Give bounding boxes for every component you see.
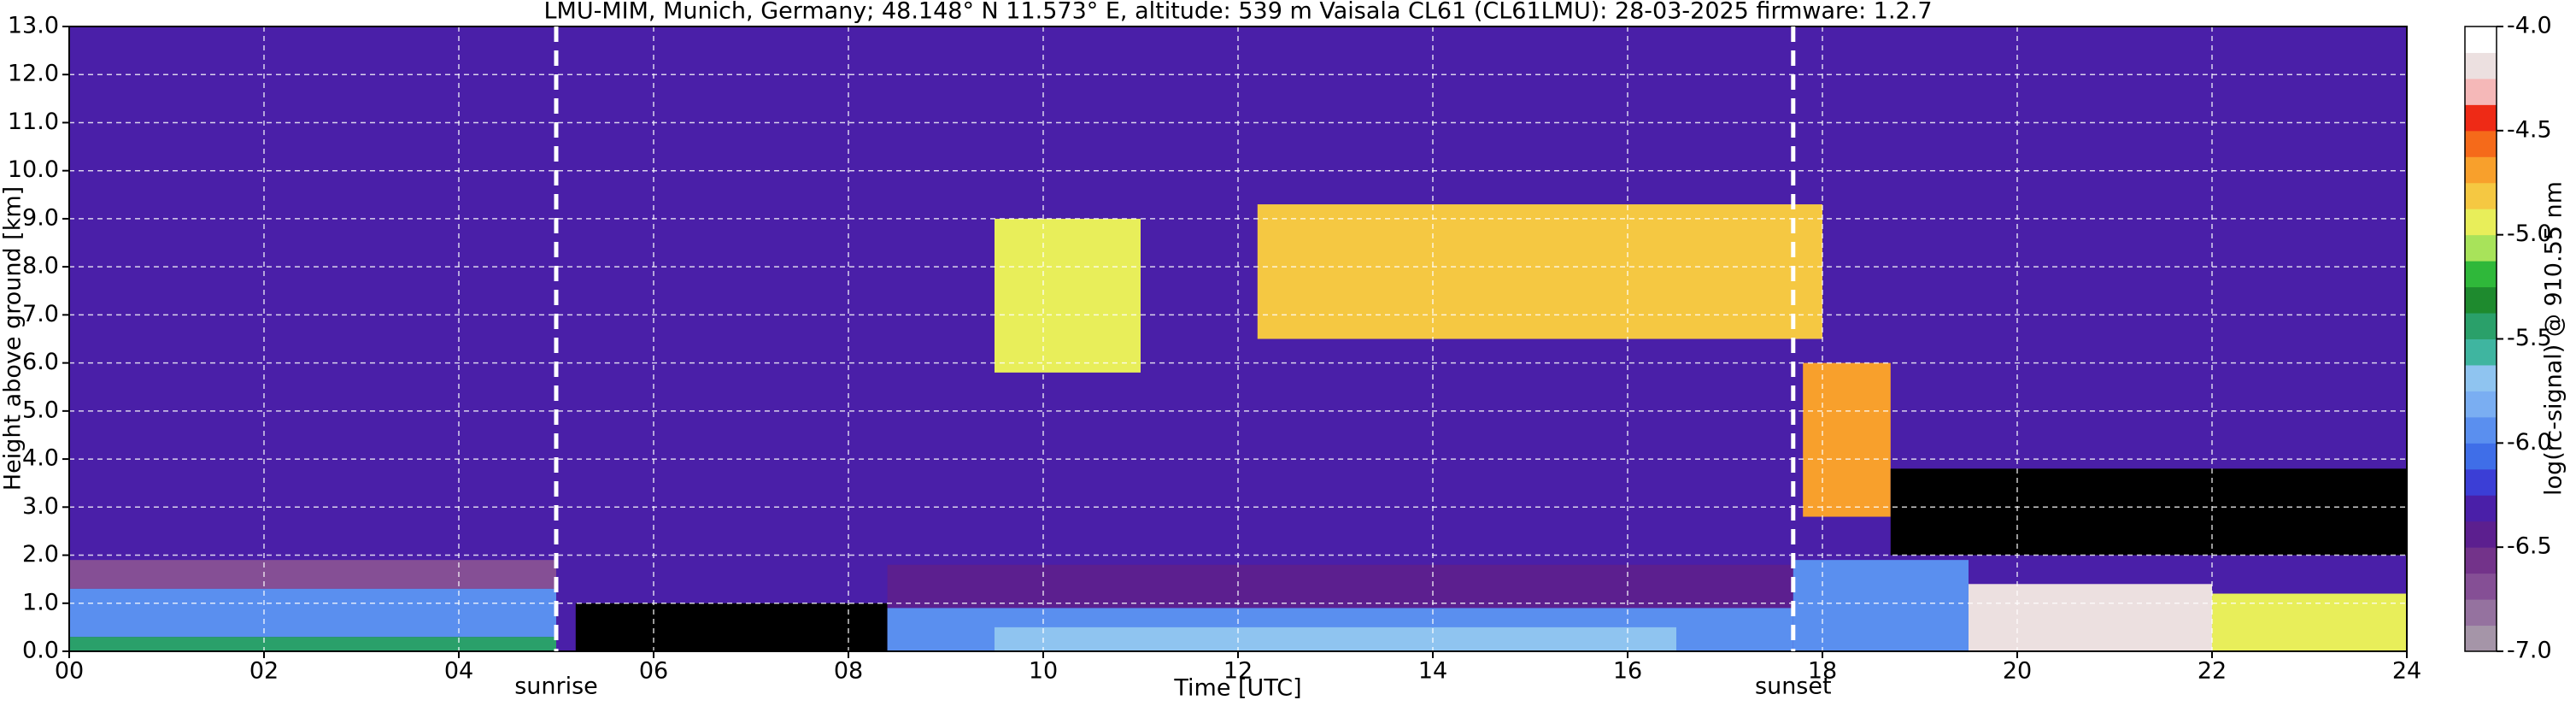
colorbar-segment xyxy=(2465,234,2497,262)
y-tick-label: 10.0 xyxy=(8,156,59,183)
colorbar-tick-label: -7.0 xyxy=(2507,638,2552,664)
signal-region xyxy=(1257,204,1822,339)
signal-region xyxy=(69,560,556,589)
colorbar-segment xyxy=(2465,104,2497,132)
x-tick-label: 20 xyxy=(2003,658,2032,685)
y-tick-label: 0.0 xyxy=(22,638,59,664)
colorbar-segment xyxy=(2465,156,2497,184)
y-tick-label: 2.0 xyxy=(22,541,59,568)
annotation-label: sunset xyxy=(1755,674,1832,700)
colorbar-segment xyxy=(2465,547,2497,574)
signal-region xyxy=(1793,560,1969,651)
colorbar-segment xyxy=(2465,130,2497,157)
colorbar-segment xyxy=(2465,313,2497,339)
signal-region xyxy=(575,603,888,651)
y-tick-label: 6.0 xyxy=(22,349,59,375)
annotation-label: sunrise xyxy=(514,674,598,700)
signal-region xyxy=(995,218,1141,373)
signal-region xyxy=(1969,584,2212,651)
colorbar-segment xyxy=(2465,52,2497,79)
signal-region xyxy=(1803,362,1891,517)
y-tick-label: 8.0 xyxy=(22,253,59,279)
colorbar-tick-label: -4.0 xyxy=(2507,13,2552,39)
y-tick-label: 4.0 xyxy=(22,445,59,472)
signal-region xyxy=(2212,593,2407,651)
colorbar-segment xyxy=(2465,599,2497,627)
colorbar-segment xyxy=(2465,286,2497,314)
colorbar-tick-label: -6.5 xyxy=(2507,533,2552,560)
colorbar-segment xyxy=(2465,573,2497,600)
colorbar-segment xyxy=(2465,625,2497,652)
signal-region xyxy=(995,627,1676,651)
colorbar-segment xyxy=(2465,443,2497,470)
x-tick-label: 24 xyxy=(2392,658,2421,685)
x-tick-label: 08 xyxy=(834,658,863,685)
chart-title: LMU-MIM, Munich, Germany; 48.148° N 11.5… xyxy=(543,0,1932,25)
colorbar-segment xyxy=(2465,468,2497,496)
y-tick-label: 11.0 xyxy=(8,109,59,135)
x-tick-label: 00 xyxy=(55,658,84,685)
x-tick-label: 14 xyxy=(1418,658,1447,685)
signal-region xyxy=(1890,468,2407,556)
x-tick-label: 16 xyxy=(1613,658,1642,685)
signal-region xyxy=(887,564,1793,609)
colorbar-tick-label: -5.0 xyxy=(2507,221,2552,247)
x-tick-label: 04 xyxy=(444,658,473,685)
y-tick-label: 13.0 xyxy=(8,13,59,39)
y-axis-label: Height above ground [km] xyxy=(0,186,26,491)
colorbar-segment xyxy=(2465,364,2497,391)
x-tick-label: 22 xyxy=(2198,658,2227,685)
colorbar-segment xyxy=(2465,261,2497,288)
x-tick-label: 02 xyxy=(249,658,279,685)
colorbar-segment xyxy=(2465,495,2497,522)
colorbar-tick-label: -4.5 xyxy=(2507,116,2552,143)
x-tick-label: 06 xyxy=(639,658,668,685)
x-axis-label: Time [UTC] xyxy=(1173,675,1301,702)
x-tick-label: 12 xyxy=(1223,658,1253,685)
colorbar-segment xyxy=(2465,521,2497,548)
colorbar-segment xyxy=(2465,391,2497,418)
colorbar-segment xyxy=(2465,209,2497,236)
colorbar-tick-label: -5.5 xyxy=(2507,325,2552,351)
colorbar-label: log(rc-signal) @ 910.55 nm xyxy=(2541,181,2567,496)
colorbar-segment xyxy=(2465,338,2497,366)
colorbar-segment xyxy=(2465,26,2497,53)
y-tick-label: 3.0 xyxy=(22,493,59,520)
colorbar-tick-label: -6.0 xyxy=(2507,429,2552,456)
y-tick-label: 1.0 xyxy=(22,589,59,615)
y-tick-label: 12.0 xyxy=(8,61,59,87)
plot-frame xyxy=(68,26,2408,652)
x-tick-label: 10 xyxy=(1029,658,1058,685)
y-tick-label: 7.0 xyxy=(22,301,59,327)
colorbar-segment xyxy=(2465,182,2497,209)
y-tick-label: 5.0 xyxy=(22,397,59,423)
colorbar-segment xyxy=(2465,78,2497,105)
colorbar-segment xyxy=(2465,416,2497,444)
signal-region xyxy=(69,588,556,638)
y-tick-label: 9.0 xyxy=(22,204,59,231)
x-tick-label: 18 xyxy=(1808,658,1837,685)
signal-region xyxy=(69,637,556,651)
